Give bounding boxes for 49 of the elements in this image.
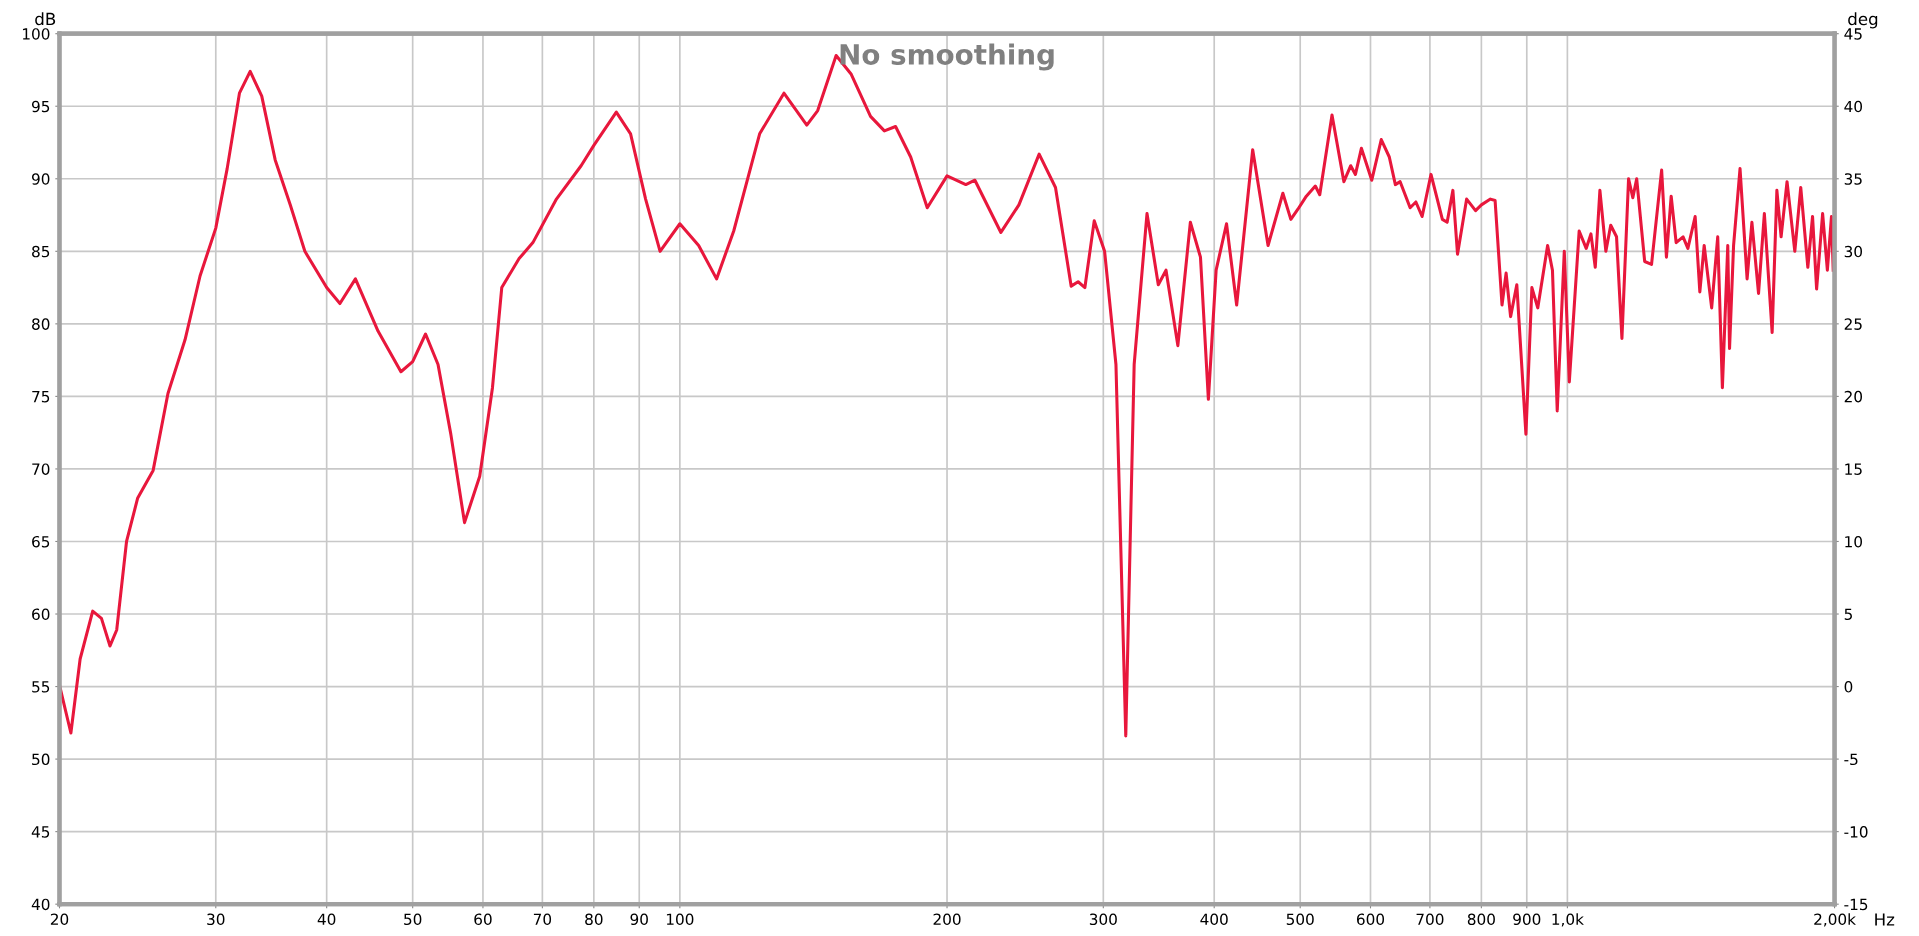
x-tick-label: 1,0k <box>1552 913 1584 927</box>
x-tick-label: 800 <box>1467 913 1495 926</box>
x-tick-label: 100 <box>666 913 694 926</box>
y2-tick-label: 10 <box>1845 535 1863 548</box>
y2-tick-label: 35 <box>1844 173 1862 185</box>
y2-tick-label: 15 <box>1845 463 1862 475</box>
y2-tick-label: 30 <box>1844 245 1863 258</box>
y2-tick-label: 40 <box>1844 100 1863 113</box>
y2-tick-label: 0 <box>1844 681 1853 693</box>
x-tick-label: 300 <box>1089 913 1117 926</box>
x-tick-label: 20 <box>50 913 69 926</box>
y-tick-label: 85 <box>32 245 50 258</box>
y-axis-title: dB <box>35 12 56 26</box>
x-tick-label: 600 <box>1356 913 1385 926</box>
y-tick-label: 90 <box>31 173 50 185</box>
x-tick-label: 2,00k <box>1814 913 1856 927</box>
y2-tick-label: 5 <box>1844 608 1852 621</box>
y-tick-label: 65 <box>32 535 50 548</box>
y-tick-label: 50 <box>32 753 50 766</box>
y-tick-label: 75 <box>32 391 50 403</box>
y2-tick-label: -15 <box>1844 898 1868 911</box>
y-tick-label: 40 <box>31 898 50 911</box>
x-tick-label: 200 <box>933 913 961 926</box>
x-tick-label: 900 <box>1513 913 1541 926</box>
y2-axis-title: deg <box>1848 12 1878 29</box>
x-axis-title: Hz <box>1875 913 1895 926</box>
y2-tick-label: 45 <box>1844 28 1862 40</box>
y-tick-label: 55 <box>32 681 50 693</box>
y2-tick-label: -5 <box>1844 753 1858 766</box>
y-tick-label: 70 <box>32 463 50 475</box>
x-tick-label: 90 <box>630 913 648 926</box>
y2-tick-label: 25 <box>1844 318 1862 330</box>
y-tick-label: 45 <box>31 826 50 838</box>
x-tick-label: 700 <box>1416 913 1444 926</box>
y2-tick-label: 20 <box>1844 390 1863 403</box>
y-tick-label: 80 <box>32 318 50 330</box>
x-tick-label: 400 <box>1200 913 1228 926</box>
y-tick-label: 100 <box>22 28 50 40</box>
chart-title: No smoothing <box>840 43 1054 71</box>
x-tick-label: 40 <box>317 913 336 926</box>
y-tick-label: 60 <box>32 608 50 621</box>
x-tick-label: 30 <box>207 913 225 926</box>
x-tick-label: 70 <box>533 913 552 926</box>
x-tick-label: 80 <box>585 913 603 926</box>
y2-tick-label: -10 <box>1844 826 1868 838</box>
y-tick-label: 95 <box>31 100 50 113</box>
x-tick-label: 500 <box>1286 913 1314 926</box>
x-tick-label: 60 <box>474 913 492 926</box>
x-tick-label: 50 <box>404 913 422 926</box>
